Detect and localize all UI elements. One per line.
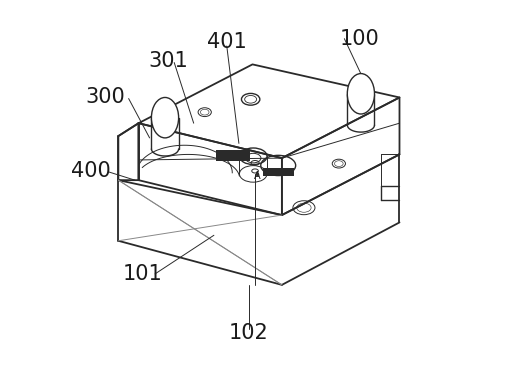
Text: A: A [253, 171, 260, 181]
Ellipse shape [347, 74, 375, 114]
Text: 400: 400 [71, 161, 110, 181]
Text: 401: 401 [207, 32, 247, 53]
Text: 300: 300 [86, 87, 125, 108]
Text: 102: 102 [229, 322, 269, 343]
Ellipse shape [151, 98, 179, 138]
Text: 100: 100 [339, 28, 379, 49]
Text: 101: 101 [122, 264, 162, 284]
Text: 301: 301 [148, 51, 188, 71]
